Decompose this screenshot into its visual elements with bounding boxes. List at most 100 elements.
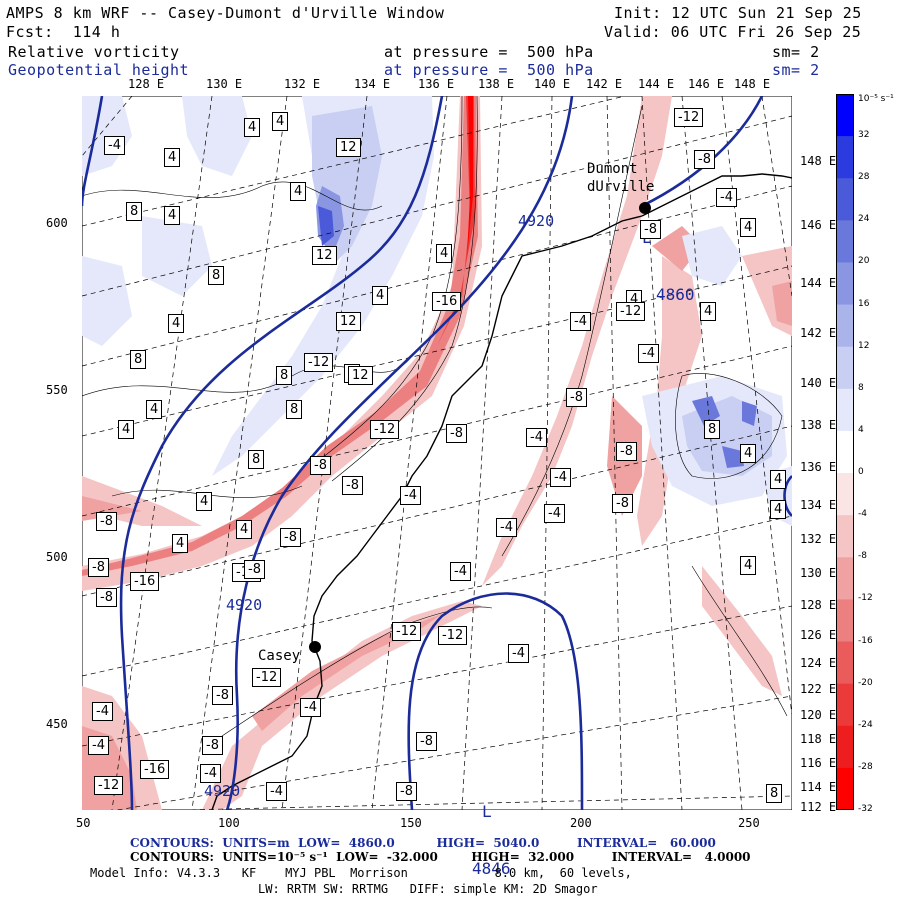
vorticity-label: 4 (168, 314, 185, 333)
vorticity-label: 4 (740, 218, 757, 237)
height-label: 4920 (226, 596, 263, 614)
vorticity-label: -8 (310, 456, 331, 475)
dumont-durville-label: Dumont dUrville (587, 161, 655, 195)
vorticity-label: 4 (244, 118, 261, 137)
vorticity-label: -12 (674, 108, 704, 127)
vorticity-label: 4 (236, 520, 253, 539)
x-tick-label: 50 (76, 816, 91, 830)
lon-label: 138 E (478, 77, 515, 91)
map-panel (82, 96, 792, 810)
right-lon-label: 136 E (800, 460, 837, 474)
vorticity-label: 8 (286, 400, 303, 419)
lon-label: 140 E (534, 77, 571, 91)
vorticity-label: -4 (266, 782, 287, 801)
vorticity-label: -12 (94, 776, 124, 795)
vorticity-label: -8 (416, 732, 437, 751)
low-letter: L (482, 802, 492, 821)
height-contour-info: CONTOURS: UNITS=m LOW= 4860.0 HIGH= 5040… (130, 836, 716, 850)
vorticity-label: -8 (694, 150, 715, 169)
vorticity-label: -4 (92, 702, 113, 721)
colorbar-swatch (836, 767, 854, 810)
vorticity-label: -12 (370, 420, 400, 439)
field1-name: Relative vorticity (8, 43, 180, 61)
vorticity-label: 4 (700, 302, 717, 321)
vorticity-label: 4 (770, 470, 787, 489)
y-tick-label: 450 (46, 717, 68, 731)
lon-label: 146 E (688, 77, 725, 91)
geopotential-height-contours (82, 96, 792, 810)
field2-smoothing: sm= 2 (772, 61, 820, 79)
lon-label: 136 E (418, 77, 455, 91)
forecast-hour: Fcst: 114 h (6, 23, 121, 41)
physics-info: LW: RRTM SW: RRTMG DIFF: simple KM: 2D S… (258, 882, 598, 896)
colorbar-swatch (836, 430, 854, 474)
lat-lon-grid (82, 96, 792, 810)
lon-label: 134 E (354, 77, 391, 91)
lon-label: 144 E (638, 77, 675, 91)
vorticity-label: 8 (208, 266, 225, 285)
vorticity-label: -4 (526, 428, 547, 447)
colorbar-tick-label: 4 (858, 424, 864, 435)
vorticity-label: 12 (336, 138, 361, 157)
vorticity-label: 8 (130, 350, 147, 369)
model-info: Model Info: V4.3.3 KF MYJ PBL Morrison 8… (90, 866, 632, 880)
vorticity-label: -8 (212, 686, 233, 705)
colorbar-tick-label: 20 (858, 256, 870, 267)
y-tick-label: 500 (46, 550, 68, 564)
colorbar-tick-label: -24 (858, 719, 873, 730)
colorbar-swatch (836, 683, 854, 727)
casey-station-marker[interactable] (309, 641, 321, 653)
vorticity-label: -4 (104, 136, 125, 155)
lon-label: 130 E (206, 77, 243, 91)
colorbar-swatch (836, 346, 854, 390)
vorticity-label: 12 (312, 246, 337, 265)
lon-label: 142 E (586, 77, 623, 91)
colorbar-unit: 10⁻⁵ s⁻¹ (858, 94, 894, 104)
vorticity-label: -12 (304, 353, 334, 372)
colorbar-swatch (836, 136, 854, 179)
vorticity-label: 12 (336, 312, 361, 331)
vorticity-label: -4 (400, 486, 421, 505)
vorticity-label: -4 (638, 344, 659, 363)
vorticity-label: 4 (770, 500, 787, 519)
colorbar-tick-label: -4 (858, 509, 867, 520)
right-lon-label: 146 E (800, 218, 837, 232)
right-lon-label: 112 E (800, 800, 837, 814)
colorbar-swatch (836, 178, 854, 221)
vorticity-label: -8 (96, 588, 117, 607)
vorticity-label: -8 (612, 494, 633, 513)
vorticity-label: -16 (130, 572, 160, 591)
dumont-durville-station-marker[interactable] (639, 202, 651, 214)
vorticity-label: -8 (396, 782, 417, 801)
right-lon-label: 132 E (800, 532, 837, 546)
vorticity-label: -16 (140, 760, 170, 779)
low-marker-north: L 4860 (642, 190, 695, 323)
lon-label: 148 E (734, 77, 771, 91)
right-lon-label: 118 E (800, 732, 837, 746)
colorbar-swatch (836, 304, 854, 348)
right-lon-label: 120 E (800, 708, 837, 722)
vorticity-label: 4 (290, 182, 307, 201)
colorbar-tick-label: 8 (858, 382, 864, 393)
colorbar-tick-label: -12 (858, 593, 873, 604)
right-lon-label: 124 E (800, 656, 837, 670)
colorbar-swatch (836, 515, 854, 558)
vorticity-label: 4 (164, 148, 181, 167)
field2-name: Geopotential height (8, 61, 190, 79)
vorticity-label: 8 (704, 420, 721, 439)
colorbar-swatch (836, 94, 854, 137)
vorticity-label: -4 (200, 764, 221, 783)
right-lon-label: 144 E (800, 276, 837, 290)
colorbar-tick-label: -16 (858, 635, 873, 646)
right-lon-label: 134 E (800, 498, 837, 512)
vorticity-label: 4 (740, 556, 757, 575)
x-tick-label: 100 (218, 816, 240, 830)
colorbar-swatch (836, 262, 854, 306)
vorticity-label: -4 (544, 504, 565, 523)
colorbar-tick-label: -8 (858, 551, 867, 562)
vorticity-label: 8 (766, 784, 783, 803)
height-label: 4920 (204, 782, 241, 800)
colorbar-tick-label: -28 (858, 761, 873, 772)
right-lon-label: 130 E (800, 566, 837, 580)
right-lon-label: 148 E (800, 154, 837, 168)
